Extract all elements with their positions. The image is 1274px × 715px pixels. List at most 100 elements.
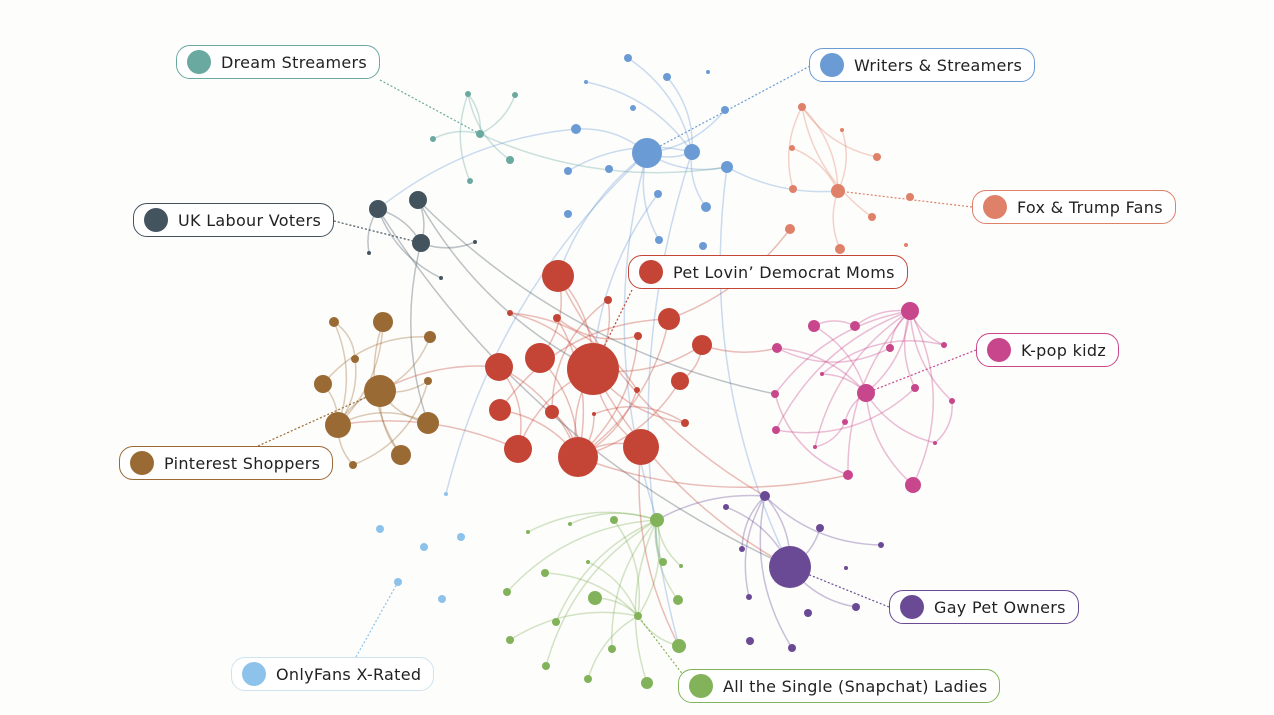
node-snapchat[interactable] — [568, 522, 572, 526]
node-gay[interactable] — [788, 644, 796, 652]
node-democrat[interactable] — [658, 308, 680, 330]
node-pinterest[interactable] — [349, 461, 357, 469]
node-democrat[interactable] — [592, 412, 596, 416]
node-gay[interactable] — [878, 542, 884, 548]
node-onlyfans[interactable] — [420, 543, 428, 551]
cluster-label-labour[interactable]: UK Labour Voters — [133, 203, 335, 237]
cluster-label-pinterest[interactable]: Pinterest Shoppers — [119, 446, 334, 480]
node-dream[interactable] — [476, 130, 484, 138]
cluster-label-fox[interactable]: Fox & Trump Fans — [972, 190, 1176, 224]
cluster-label-kpop[interactable]: K-pop kidz — [976, 333, 1120, 367]
node-snapchat[interactable] — [673, 595, 683, 605]
node-snapchat[interactable] — [586, 560, 590, 564]
node-writers[interactable] — [605, 165, 613, 173]
cluster-label-snapchat[interactable]: All the Single (Snapchat) Ladies — [678, 669, 1001, 703]
node-democrat[interactable] — [504, 435, 532, 463]
node-gay[interactable] — [816, 524, 824, 532]
node-writers[interactable] — [721, 161, 733, 173]
node-snapchat[interactable] — [672, 639, 686, 653]
node-kpop[interactable] — [911, 384, 919, 392]
node-writers[interactable] — [699, 242, 707, 250]
node-writers[interactable] — [584, 80, 588, 84]
node-snapchat[interactable] — [506, 636, 514, 644]
node-snapchat[interactable] — [584, 675, 592, 683]
node-kpop[interactable] — [933, 441, 937, 445]
node-fox[interactable] — [840, 128, 844, 132]
node-democrat[interactable] — [558, 437, 598, 477]
node-snapchat[interactable] — [541, 569, 549, 577]
cluster-label-dream[interactable]: Dream Streamers — [176, 45, 381, 79]
node-writers[interactable] — [624, 54, 632, 62]
node-writers[interactable] — [630, 105, 636, 111]
node-dream[interactable] — [430, 136, 436, 142]
node-writers[interactable] — [721, 106, 729, 114]
node-pinterest[interactable] — [351, 355, 359, 363]
node-democrat[interactable] — [671, 372, 689, 390]
node-gay[interactable] — [804, 609, 812, 617]
node-pinterest[interactable] — [417, 412, 439, 434]
node-democrat[interactable] — [542, 260, 574, 292]
cluster-label-gay[interactable]: Gay Pet Owners — [889, 590, 1079, 624]
node-dream[interactable] — [465, 91, 471, 97]
node-writers[interactable] — [706, 70, 710, 74]
node-gay[interactable] — [746, 637, 754, 645]
node-onlyfans[interactable] — [444, 492, 448, 496]
node-writers[interactable] — [564, 210, 572, 218]
node-gay[interactable] — [746, 594, 752, 600]
node-fox[interactable] — [789, 185, 797, 193]
node-gay[interactable] — [723, 504, 729, 510]
node-onlyfans[interactable] — [376, 525, 384, 533]
node-writers[interactable] — [654, 190, 662, 198]
node-democrat[interactable] — [489, 399, 511, 421]
node-snapchat[interactable] — [608, 645, 616, 653]
node-fox[interactable] — [798, 103, 806, 111]
node-kpop[interactable] — [820, 372, 824, 376]
node-fox[interactable] — [835, 244, 845, 254]
node-labour[interactable] — [412, 234, 430, 252]
node-fox[interactable] — [906, 193, 914, 201]
node-kpop[interactable] — [813, 445, 817, 449]
node-kpop[interactable] — [808, 320, 820, 332]
node-fox[interactable] — [789, 145, 795, 151]
node-pinterest[interactable] — [325, 412, 351, 438]
node-gay[interactable] — [769, 546, 811, 588]
node-kpop[interactable] — [949, 398, 955, 404]
node-labour[interactable] — [409, 191, 427, 209]
node-democrat[interactable] — [681, 419, 689, 427]
node-labour[interactable] — [369, 200, 387, 218]
cluster-label-writers[interactable]: Writers & Streamers — [809, 48, 1036, 82]
node-writers[interactable] — [701, 202, 711, 212]
node-snapchat[interactable] — [588, 591, 602, 605]
node-writers[interactable] — [571, 124, 581, 134]
node-pinterest[interactable] — [373, 312, 393, 332]
node-kpop[interactable] — [771, 390, 779, 398]
cluster-label-onlyfans[interactable]: OnlyFans X-Rated — [231, 657, 435, 691]
node-dream[interactable] — [512, 92, 518, 98]
node-onlyfans[interactable] — [457, 533, 465, 541]
node-snapchat[interactable] — [503, 588, 511, 596]
node-snapchat[interactable] — [641, 677, 653, 689]
node-kpop[interactable] — [772, 426, 780, 434]
node-pinterest[interactable] — [424, 331, 436, 343]
node-kpop[interactable] — [886, 344, 894, 352]
node-kpop[interactable] — [843, 470, 853, 480]
node-onlyfans[interactable] — [394, 578, 402, 586]
node-snapchat[interactable] — [542, 662, 550, 670]
node-snapchat[interactable] — [659, 558, 667, 566]
node-onlyfans[interactable] — [438, 595, 446, 603]
node-snapchat[interactable] — [610, 516, 618, 524]
node-labour[interactable] — [473, 240, 477, 244]
node-kpop[interactable] — [842, 419, 848, 425]
node-democrat[interactable] — [545, 405, 559, 419]
node-democrat[interactable] — [567, 343, 619, 395]
node-pinterest[interactable] — [364, 375, 396, 407]
node-kpop[interactable] — [941, 342, 947, 348]
node-fox[interactable] — [904, 243, 908, 247]
node-democrat[interactable] — [634, 387, 640, 393]
node-democrat[interactable] — [634, 332, 642, 340]
node-democrat[interactable] — [604, 296, 612, 304]
node-writers[interactable] — [684, 144, 700, 160]
node-writers[interactable] — [632, 138, 662, 168]
node-labour[interactable] — [439, 276, 443, 280]
node-democrat[interactable] — [507, 310, 513, 316]
